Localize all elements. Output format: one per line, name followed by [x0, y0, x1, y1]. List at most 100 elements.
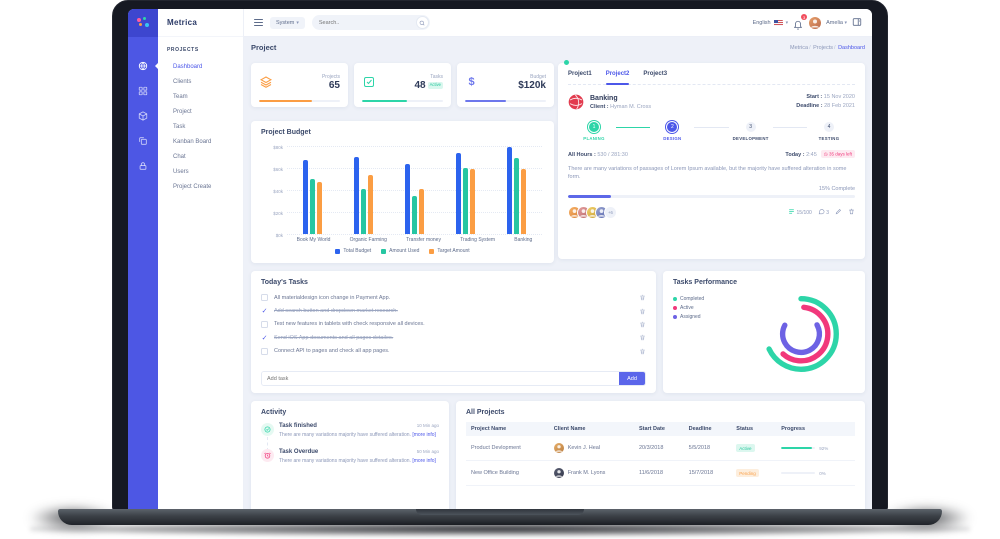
delete-icon[interactable]	[848, 208, 855, 216]
bar	[521, 169, 526, 234]
bar	[354, 157, 359, 234]
project-progress-bar	[568, 194, 612, 198]
dollar-icon: $	[468, 76, 475, 89]
nav-grid-icon[interactable]	[128, 82, 158, 99]
bar	[361, 188, 366, 234]
sidebar-item-task[interactable]: Task	[173, 123, 186, 130]
task-checkbox[interactable]	[261, 294, 268, 302]
layout-toggle-icon[interactable]	[852, 14, 862, 32]
chart-legend: Total Budget Amount Used Target Amount	[261, 248, 544, 254]
chart-x-labels: Book My World Organic Farming Transfer mon…	[296, 237, 533, 243]
user-menu[interactable]: Amelia ▾	[826, 19, 847, 26]
bar-group	[354, 146, 373, 234]
system-dropdown[interactable]: System ▾	[270, 16, 305, 29]
task-checkbox[interactable]	[261, 347, 268, 355]
project-stepper: 1 PLANING 2 DESIGN 3 DEVELOPMENT	[572, 121, 851, 141]
sidebar-item-dashboard[interactable]: Dashboard	[173, 63, 203, 70]
comments-count[interactable]: 3	[818, 208, 829, 216]
laptop-screen: Metrica PROJECTS Dashboard Clients Team …	[112, 0, 888, 512]
tab-project3[interactable]: Project3	[643, 71, 668, 77]
bar	[317, 182, 322, 234]
nav-copy-icon[interactable]	[128, 132, 158, 149]
complete-label: 15% Complete	[818, 185, 855, 192]
task-count: 15/100	[788, 208, 812, 216]
task-checkbox[interactable]	[261, 320, 268, 328]
step-testing[interactable]: 4 TESTING	[818, 121, 840, 141]
project-tabs: Project1 Project2 Project3	[568, 71, 855, 85]
bar	[507, 147, 512, 234]
sidebar-item-kanban-board[interactable]: Kanban Board	[173, 138, 212, 145]
bar	[514, 158, 519, 234]
client-name: Hyman M. Cross	[610, 103, 652, 110]
laptop-notch	[416, 509, 584, 515]
menu-section-label: PROJECTS	[167, 47, 199, 53]
hamburger-menu-icon[interactable]	[254, 19, 263, 26]
bar	[368, 174, 373, 234]
activity-title: Activity	[261, 409, 287, 416]
language-selector[interactable]: English ▾	[752, 19, 789, 26]
sidebar-item-users[interactable]: Users	[173, 168, 189, 175]
sidebar-item-project-create[interactable]: Project Create	[173, 183, 212, 190]
sidebar-item-clients[interactable]: Clients	[173, 78, 192, 85]
task-checkbox[interactable]	[261, 334, 268, 341]
logo-dots-icon	[136, 17, 150, 29]
delete-task-icon[interactable]	[639, 321, 646, 328]
todays-tasks-card: Today's Tasks All materialdesign icon ch…	[251, 271, 656, 393]
nav-globe-icon[interactable]	[128, 57, 158, 74]
task-checkbox[interactable]	[261, 308, 268, 315]
task-row: Test new features in tablets with check …	[261, 318, 646, 331]
topbar: System▾ English ▾	[244, 9, 872, 37]
activity-item: Task finished 10 Min ago There are many v…	[261, 423, 439, 450]
nav-cube-icon[interactable]	[128, 107, 158, 124]
project-budget-card: Project Budget $80k $60k $40k $20k $0k B…	[251, 121, 554, 263]
delete-task-icon[interactable]	[639, 334, 646, 341]
bar-group	[507, 146, 526, 234]
more-info-link[interactable]: [more info]	[412, 432, 436, 438]
stat-label: Budget	[530, 73, 546, 80]
task-row: All materialdesign icon change in Paymen…	[261, 291, 646, 304]
search-input[interactable]	[318, 19, 404, 26]
status-badge: Pending	[736, 469, 759, 477]
step-development[interactable]: 3 DEVELOPMENT	[732, 121, 769, 141]
tab-project1[interactable]: Project1	[568, 71, 592, 77]
metrica-dashboard: Metrica PROJECTS Dashboard Clients Team …	[128, 9, 872, 509]
delete-task-icon[interactable]	[639, 348, 646, 355]
table-row[interactable]: Product Devlopment Kevin J. Heal 20/3/20…	[466, 436, 855, 461]
stat-cards: Projects 65	[251, 63, 554, 107]
delete-task-icon[interactable]	[639, 308, 646, 315]
edit-icon[interactable]	[835, 208, 842, 216]
nav-lock-icon[interactable]	[128, 157, 158, 174]
more-info-link[interactable]: [more info]	[412, 457, 436, 464]
bar	[470, 169, 475, 234]
sidebar-item-project[interactable]: Project	[173, 108, 192, 115]
step-planing[interactable]: 1 PLANING	[583, 121, 605, 141]
sidebar-menu: Metrica PROJECTS Dashboard Clients Team …	[158, 9, 244, 509]
sidebar-item-chat[interactable]: Chat	[173, 153, 186, 160]
add-task-button[interactable]: Add	[619, 372, 645, 385]
delete-task-icon[interactable]	[639, 294, 646, 301]
add-task-input[interactable]	[262, 372, 619, 385]
budget-progress-bar	[465, 99, 506, 102]
tab-project2[interactable]: Project2	[605, 71, 629, 85]
user-avatar[interactable]	[809, 16, 822, 29]
layers-icon	[259, 76, 272, 89]
search-icon[interactable]	[415, 16, 429, 29]
all-hours: All Hours : 530 / 281:30	[568, 151, 628, 158]
task-row: Send iOS App documents and all pages det…	[261, 331, 646, 344]
app-logo[interactable]	[128, 9, 158, 37]
bar	[310, 179, 315, 234]
sidebar-item-team[interactable]: Team	[173, 93, 188, 100]
all-projects-card: All Projects Project Name Client Name St…	[456, 401, 865, 509]
brand-name: Metrica	[158, 9, 243, 37]
activity-card: Activity Task finished 10 Min ago There a…	[251, 401, 449, 509]
more-avatars-chip[interactable]: +6	[604, 205, 617, 219]
table-row[interactable]: New Office Building Frank M. Lyons 11/6/…	[466, 460, 855, 486]
notifications-bell-icon[interactable]: 3	[793, 14, 808, 30]
team-avatars: +6	[568, 205, 617, 219]
step-design[interactable]: 2 DESIGN	[663, 121, 682, 141]
search-box	[311, 15, 430, 30]
bar	[303, 160, 308, 234]
bar	[419, 188, 424, 234]
projects-progress-bar	[259, 99, 312, 102]
